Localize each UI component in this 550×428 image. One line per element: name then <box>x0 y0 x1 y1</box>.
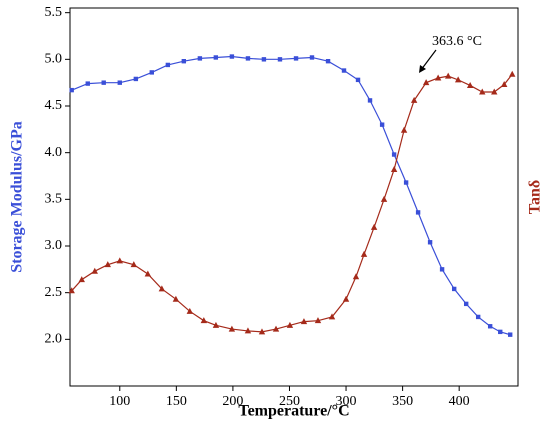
marker <box>91 267 98 274</box>
marker <box>507 332 513 337</box>
marker <box>116 257 123 264</box>
marker <box>390 165 398 172</box>
marker <box>130 261 138 268</box>
y-tick-label: 5.0 <box>45 52 63 67</box>
marker <box>498 329 503 335</box>
marker <box>104 261 111 268</box>
x-axis-label: Temperature/°C <box>238 403 349 420</box>
marker <box>197 56 203 61</box>
marker <box>491 88 498 95</box>
marker <box>380 195 388 202</box>
marker <box>286 321 294 328</box>
marker <box>410 96 418 103</box>
marker <box>325 59 331 64</box>
marker <box>101 80 106 85</box>
marker <box>370 223 378 230</box>
marker <box>487 324 493 329</box>
marker <box>133 76 139 82</box>
marker <box>352 273 360 280</box>
marker <box>229 54 235 59</box>
marker <box>144 270 152 277</box>
y-tick-label: 4.0 <box>45 145 63 160</box>
marker <box>415 210 421 215</box>
marker <box>149 70 154 75</box>
x-tick-label: 300 <box>336 394 357 409</box>
marker <box>466 81 474 88</box>
marker <box>328 313 336 320</box>
marker <box>200 317 208 324</box>
marker <box>403 180 409 185</box>
marker <box>85 81 90 86</box>
y-axis-label: Storage Modulus/GPa <box>9 121 26 273</box>
marker <box>463 301 469 307</box>
marker <box>422 79 430 86</box>
marker <box>158 285 166 292</box>
y-tick-label: 5.5 <box>45 5 63 20</box>
marker <box>479 88 486 95</box>
y-tick-label: 3.5 <box>45 192 63 207</box>
marker <box>245 56 251 61</box>
marker <box>258 328 266 335</box>
annotation-arrow <box>420 49 437 71</box>
marker <box>341 68 347 73</box>
marker <box>172 295 180 302</box>
marker <box>244 327 252 334</box>
annotation: 363.6 °C <box>432 34 482 49</box>
marker <box>68 287 75 294</box>
series-line <box>71 55 511 336</box>
marker <box>261 57 267 62</box>
marker <box>78 276 85 283</box>
marker <box>509 70 516 77</box>
x-tick-label: 200 <box>222 394 243 409</box>
plot-frame <box>69 7 519 387</box>
marker <box>439 267 445 272</box>
y-tick-label: 4.5 <box>45 98 63 113</box>
marker <box>360 250 368 257</box>
x-tick-label: 350 <box>392 394 413 409</box>
y-tick-label: 2.5 <box>45 285 63 300</box>
y2-axis-label: Tanδ <box>527 180 544 214</box>
marker <box>300 318 308 325</box>
marker <box>69 87 74 93</box>
arrow-head <box>418 65 426 73</box>
marker <box>293 56 299 61</box>
marker <box>309 55 315 60</box>
marker <box>117 80 122 85</box>
marker <box>355 77 361 83</box>
marker <box>475 314 481 320</box>
x-tick-label: 150 <box>166 394 187 409</box>
marker <box>186 307 194 314</box>
x-tick-label: 100 <box>109 394 130 409</box>
marker <box>165 62 171 68</box>
marker <box>434 74 442 81</box>
marker <box>500 81 508 88</box>
x-tick-label: 250 <box>279 394 300 409</box>
marker <box>427 240 433 245</box>
marker <box>314 317 322 324</box>
marker <box>272 325 280 332</box>
marker <box>181 59 187 64</box>
y-tick-label: 2.0 <box>45 332 63 347</box>
marker <box>228 325 236 332</box>
marker <box>367 98 373 103</box>
marker <box>451 286 457 292</box>
marker <box>400 126 408 133</box>
y-tick-label: 3.0 <box>45 238 63 253</box>
marker <box>379 122 385 127</box>
marker <box>444 72 452 79</box>
x-tick-label: 400 <box>449 394 470 409</box>
marker <box>391 152 397 157</box>
marker <box>454 76 462 83</box>
series-line <box>71 73 513 333</box>
marker <box>213 55 219 60</box>
marker <box>342 295 350 302</box>
marker <box>212 321 220 328</box>
marker <box>277 57 283 62</box>
